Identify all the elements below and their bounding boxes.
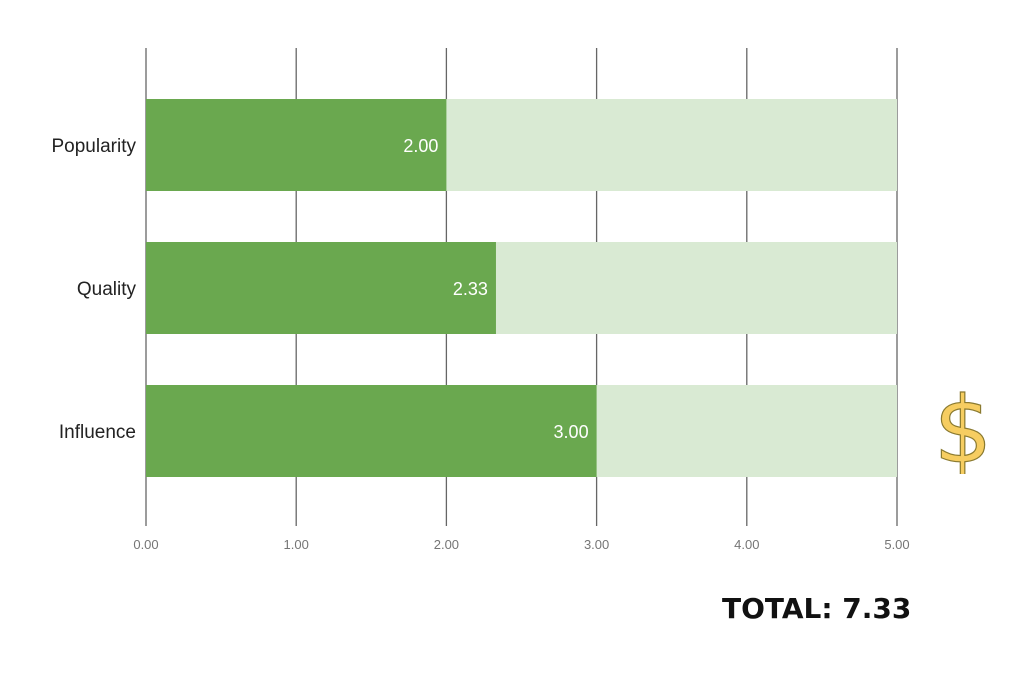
x-tick-label: 4.00 [734,537,759,552]
x-tick-label: 3.00 [584,537,609,552]
total-score: TOTAL: 7.33 [722,592,912,625]
bar [146,385,597,477]
x-axis-tick-labels: 0.00 1.00 2.00 3.00 4.00 5.00 [133,537,909,552]
x-tick-label: 2.00 [434,537,459,552]
svg-text:$: $ [934,386,993,474]
data-labels: 2.00 2.33 3.00 [403,136,588,442]
x-tick-label: 0.00 [133,537,158,552]
data-label: 2.00 [403,136,438,156]
category-label: Popularity [52,136,137,157]
category-labels: Popularity Quality Influence [52,136,137,443]
bar [146,242,496,334]
category-label: Quality [77,279,137,300]
data-label: 2.33 [453,279,488,299]
bars [146,99,597,477]
bar [146,99,447,191]
x-tick-label: 5.00 [884,537,909,552]
category-label: Influence [59,422,136,443]
x-tick-label: 1.00 [284,537,309,552]
dollar-sign-icon: $ [933,386,993,474]
data-label: 3.00 [554,422,589,442]
